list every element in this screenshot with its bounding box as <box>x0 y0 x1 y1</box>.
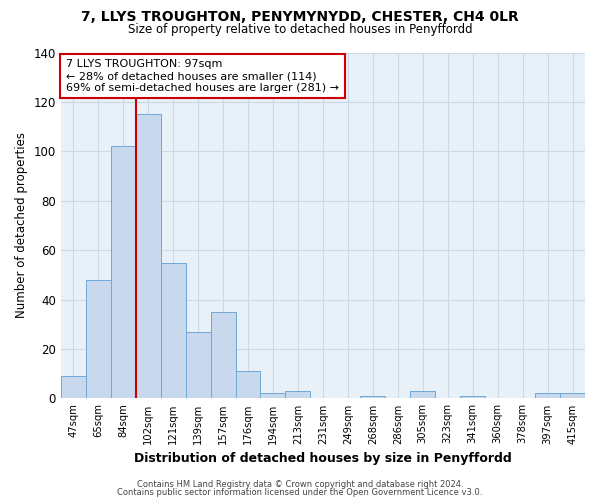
Bar <box>211 312 236 398</box>
Text: Size of property relative to detached houses in Penyffordd: Size of property relative to detached ho… <box>128 22 472 36</box>
Text: 7 LLYS TROUGHTON: 97sqm
← 28% of detached houses are smaller (114)
69% of semi-d: 7 LLYS TROUGHTON: 97sqm ← 28% of detache… <box>66 60 339 92</box>
Bar <box>560 394 585 398</box>
Bar <box>410 391 435 398</box>
Bar <box>111 146 136 398</box>
Bar <box>361 396 385 398</box>
Bar <box>286 391 310 398</box>
Bar <box>136 114 161 399</box>
Text: 7, LLYS TROUGHTON, PENYMYNYDD, CHESTER, CH4 0LR: 7, LLYS TROUGHTON, PENYMYNYDD, CHESTER, … <box>81 10 519 24</box>
Bar <box>535 394 560 398</box>
Y-axis label: Number of detached properties: Number of detached properties <box>15 132 28 318</box>
Bar <box>460 396 485 398</box>
Bar <box>185 332 211 398</box>
Bar <box>260 394 286 398</box>
Bar <box>161 262 185 398</box>
Bar <box>61 376 86 398</box>
Text: Contains HM Land Registry data © Crown copyright and database right 2024.: Contains HM Land Registry data © Crown c… <box>137 480 463 489</box>
Text: Contains public sector information licensed under the Open Government Licence v3: Contains public sector information licen… <box>118 488 482 497</box>
Bar <box>86 280 111 398</box>
Bar <box>236 372 260 398</box>
X-axis label: Distribution of detached houses by size in Penyffordd: Distribution of detached houses by size … <box>134 452 512 465</box>
